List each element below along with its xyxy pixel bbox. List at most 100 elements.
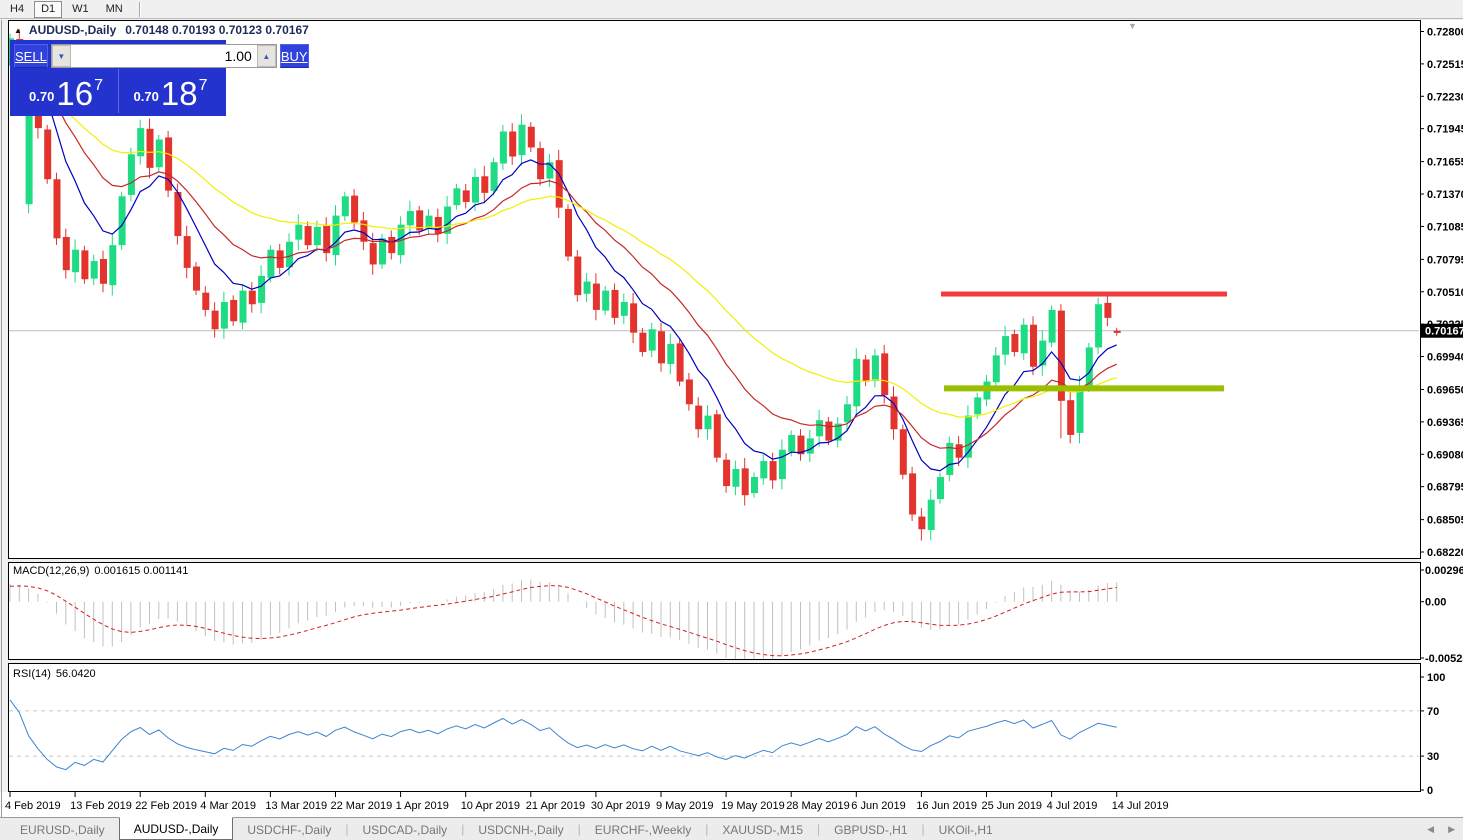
time-axis-label: 28 May 2019 <box>786 800 850 812</box>
chart-tab-usdchf-daily[interactable]: USDCHF-,Daily <box>247 822 332 837</box>
collapse-indicator-icon[interactable]: ▲ <box>14 25 22 35</box>
macd-axis-label: 0.00 <box>1425 597 1446 609</box>
chevron-down-icon: ▼ <box>57 51 66 61</box>
price-axis-label: 0.69650 <box>1427 384 1463 396</box>
sell-button-label: SELL <box>15 48 47 64</box>
timeframe-button-w1[interactable]: W1 <box>72 3 89 15</box>
rsi-indicator-label: RSI(14) 56.0420 <box>13 668 101 680</box>
current-price-box <box>1420 323 1463 338</box>
macd-name: MACD(12,26,9) <box>13 565 90 577</box>
chart-tab-gbpusd-h1[interactable]: GBPUSD-,H1 <box>834 822 908 837</box>
resistance-line[interactable] <box>941 291 1227 297</box>
time-axis-label: 4 Jul 2019 <box>1047 800 1098 812</box>
time-axis[interactable]: 4 Feb 2019 13 Feb 2019 22 Feb 2019 4 Mar 20… <box>5 792 1169 812</box>
price-axis-label: 0.68505 <box>1427 515 1463 527</box>
time-axis-label: 16 Jun 2019 <box>916 800 977 812</box>
time-axis-label: 21 Apr 2019 <box>526 800 585 812</box>
chart-tab-usdcnh-daily[interactable]: USDCNH-,Daily <box>478 822 564 837</box>
sell-price-pips: 16 <box>56 75 94 112</box>
time-axis-label: 4 Mar 2019 <box>200 800 256 812</box>
chart-tab-bar: EURUSD-,Daily AUDUSD-,Daily USDCHF-,Daily |… <box>0 817 1463 840</box>
volume-increase-button[interactable]: ▲ <box>256 45 276 67</box>
chart-ohlc-header: ▲ AUDUSD-,Daily 0.70148 0.70193 0.70123 … <box>14 23 309 37</box>
tab-separator: | <box>345 822 349 836</box>
price-axis-label: 0.69940 <box>1427 352 1463 364</box>
chart-ohlc-values: 0.70148 0.70193 0.70123 0.70167 <box>125 23 309 37</box>
macd-axis-label: -0.005255 <box>1425 653 1463 665</box>
chart-tab-usdcad-daily[interactable]: USDCAD-,Daily <box>362 822 448 837</box>
price-axis[interactable]: 0.72800 0.72515 0.72230 0.71945 0.71655 0.713… <box>1420 27 1463 560</box>
price-axis-label: 0.69080 <box>1427 449 1463 461</box>
rsi-name: RSI(14) <box>13 668 51 680</box>
macd-histogram <box>9 579 1118 659</box>
buy-price-pips: 18 <box>160 75 198 112</box>
rsi-axis-label: 30 <box>1427 751 1439 763</box>
timeframe-button-mn[interactable]: MN <box>105 3 123 15</box>
price-axis-label: 0.71085 <box>1427 221 1463 233</box>
ma-line-34 <box>9 84 1117 418</box>
chart-tab-xauusd-m15[interactable]: XAUUSD-,M15 <box>722 822 804 837</box>
tab-scroll-right-icon[interactable]: ▶ <box>1448 824 1455 834</box>
support-line[interactable] <box>944 385 1224 392</box>
auto-scroll-marker-icon: ▼ <box>1128 21 1137 31</box>
price-axis-label: 0.72800 <box>1427 27 1463 39</box>
macd-signal-line <box>9 585 1117 657</box>
candles-series <box>9 29 1121 541</box>
timeframe-toolbar: H4 D1 W1 MN <box>0 0 1463 19</box>
buy-button-label: BUY <box>280 48 308 64</box>
time-axis-label: 22 Mar 2019 <box>331 800 393 812</box>
sell-button[interactable]: SELL <box>14 44 48 68</box>
ma-line-17 <box>9 66 1117 450</box>
price-axis-label: 0.68220 <box>1427 547 1463 559</box>
time-axis-label: 30 Apr 2019 <box>591 800 650 812</box>
volume-stepper: ▼ ▲ <box>50 44 277 68</box>
time-axis-label: 1 Apr 2019 <box>396 800 449 812</box>
chart-tab-ukoil-h1[interactable]: UKOil-,H1 <box>938 822 993 837</box>
chart-tab-audusd-daily[interactable]: AUDUSD-,Daily <box>118 817 234 840</box>
timeframe-button-d1[interactable]: D1 <box>34 0 63 18</box>
chart-tab-eurchf-weekly[interactable]: EURCHF-,Weekly <box>594 822 692 837</box>
ma-line-8 <box>9 53 1117 472</box>
macd-values: 0.001615 0.001141 <box>94 565 189 577</box>
toolbar-divider <box>138 1 140 17</box>
buy-price-prefix: 0.70 <box>133 89 159 104</box>
rsi-axis-label: 70 <box>1427 706 1439 718</box>
price-axis-label: 0.71655 <box>1427 157 1463 169</box>
price-axis-label: 0.70510 <box>1427 287 1463 299</box>
price-axis-label: 0.71945 <box>1427 124 1463 136</box>
timeframe-button-h4[interactable]: H4 <box>10 3 25 15</box>
volume-decrease-button[interactable]: ▼ <box>51 45 71 67</box>
tab-separator: | <box>461 822 465 836</box>
time-axis-label: 9 May 2019 <box>656 800 713 812</box>
macd-axis-label: 0.002962 <box>1425 565 1463 577</box>
chevron-up-icon: ▲ <box>262 51 271 61</box>
price-axis-label: 0.72515 <box>1427 59 1463 71</box>
current-price-label: 0.70167 <box>1425 326 1463 338</box>
rsi-axis-label: 0 <box>1427 785 1433 797</box>
price-axis-label: 0.71370 <box>1427 189 1463 201</box>
time-axis-label: 13 Feb 2019 <box>70 800 132 812</box>
macd-panel[interactable] <box>8 562 1421 660</box>
price-axis-label: 0.70795 <box>1427 254 1463 266</box>
rsi-line <box>9 699 1117 771</box>
sell-price-pipette: 7 <box>94 77 103 94</box>
tab-scroll-left-icon[interactable]: ◀ <box>1427 824 1435 834</box>
time-axis-label: 13 Mar 2019 <box>265 800 327 812</box>
chart-tab-eurusd-daily[interactable]: EURUSD-,Daily <box>20 822 105 837</box>
macd-indicator-label: MACD(12,26,9) 0.001615 0.001141 <box>13 565 193 577</box>
time-axis-label: 6 Jun 2019 <box>851 800 905 812</box>
volume-input[interactable] <box>70 45 257 67</box>
time-axis-label: 22 Feb 2019 <box>135 800 197 812</box>
time-axis-label: 14 Jul 2019 <box>1112 800 1169 812</box>
sell-price-prefix: 0.70 <box>29 89 55 104</box>
buy-price-pipette: 7 <box>198 77 208 94</box>
main-chart-panel[interactable] <box>8 20 1421 559</box>
buy-price-display[interactable]: 0.70 18 7 <box>118 69 222 113</box>
tab-separator: | <box>921 822 925 836</box>
rsi-panel[interactable] <box>8 663 1421 792</box>
buy-button[interactable]: BUY <box>279 44 309 68</box>
time-axis-label: 25 Jun 2019 <box>982 800 1043 812</box>
tab-separator: | <box>817 822 821 836</box>
sell-price-display[interactable]: 0.70 16 7 <box>14 69 118 113</box>
